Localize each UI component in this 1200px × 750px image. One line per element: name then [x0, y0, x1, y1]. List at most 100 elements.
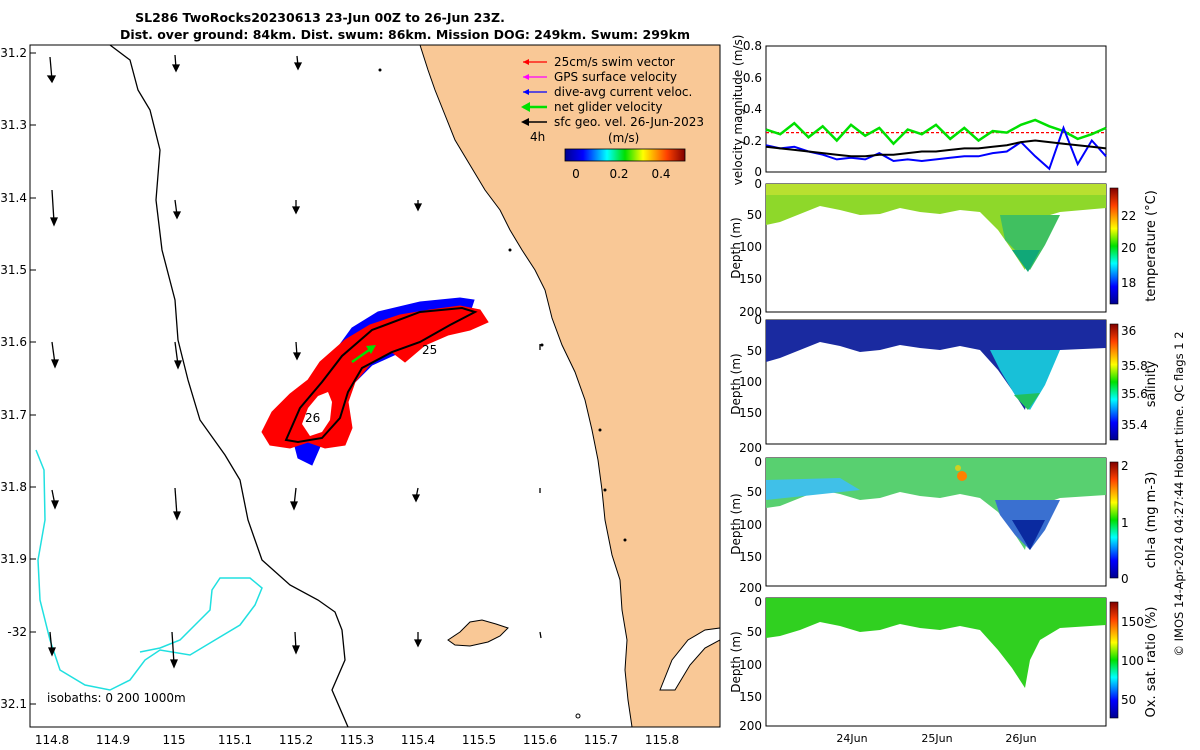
svg-text:50: 50 [747, 344, 762, 358]
svg-text:31.5: 31.5 [0, 263, 27, 277]
legend-net-glider: net glider velocity [554, 100, 662, 114]
day-label-26: 26 [305, 411, 320, 425]
svg-text:50: 50 [1121, 693, 1136, 707]
svg-text:200: 200 [739, 305, 762, 319]
svg-text:150: 150 [739, 550, 762, 564]
svg-text:20: 20 [1121, 241, 1136, 255]
svg-text:31.2: 31.2 [0, 46, 27, 60]
svg-text:35.8: 35.8 [1121, 359, 1148, 373]
map-xtick-labels: 114.8 114.9 115 115.1 115.2 115.3 115.4 … [35, 733, 679, 747]
figure-title-line1: SL286 TwoRocks20230613 23-Jun 00Z to 26-… [135, 10, 505, 25]
svg-text:24Jun: 24Jun [836, 732, 867, 745]
isobath-200m [35, 449, 263, 691]
map-legend: 25cm/s swim vector GPS surface velocity … [521, 55, 704, 145]
time-axis: 24Jun 25Jun 26Jun [836, 732, 1036, 745]
legend-gps-velocity: GPS surface velocity [554, 70, 677, 84]
svg-text:115.4: 115.4 [401, 733, 435, 747]
isobaths-label: isobaths: 0 200 1000m [47, 691, 186, 705]
land-area [419, 44, 721, 728]
map-colorbar: 0 0.2 0.4 [564, 148, 686, 181]
isobath-1000m [109, 44, 349, 728]
svg-text:-32: -32 [7, 625, 27, 639]
legend-dive-avg: dive-avg current veloc. [554, 85, 692, 99]
series-line-net-glider-velocity [765, 118, 1107, 146]
svg-text:temperature (°C): temperature (°C) [1144, 190, 1159, 302]
svg-text:0: 0 [754, 313, 762, 327]
svg-text:chl-a (mg m-3): chl-a (mg m-3) [1144, 472, 1159, 569]
copyright-note: © IMOS 14-Apr-2024 04:27:44 Hobart time.… [1172, 331, 1186, 656]
svg-text:150: 150 [739, 272, 762, 286]
svg-text:114.8: 114.8 [35, 733, 69, 747]
svg-text:114.9: 114.9 [96, 733, 130, 747]
svg-text:50: 50 [747, 625, 762, 639]
svg-text:200: 200 [739, 719, 762, 733]
svg-text:0: 0 [572, 167, 580, 181]
temperature-section [765, 183, 1119, 313]
svg-text:Ox. sat. ratio (%): Ox. sat. ratio (%) [1144, 607, 1159, 718]
svg-text:100: 100 [739, 518, 762, 532]
island [447, 619, 509, 647]
svg-text:Depth (m): Depth (m) [729, 217, 743, 278]
chla-section [765, 457, 1119, 587]
svg-text:Depth (m): Depth (m) [729, 493, 743, 554]
legend-swim-vector: 25cm/s swim vector [554, 55, 675, 69]
svg-text:0.8: 0.8 [743, 39, 762, 53]
svg-text:0.4: 0.4 [651, 167, 670, 181]
svg-text:31.7: 31.7 [0, 408, 27, 422]
timeseries-ylabel: velocity magnitude (m/s) [731, 35, 745, 186]
section-depth-ticks: 0 50 100 150 200 0 50 100 150 200 0 50 1… [739, 177, 762, 733]
svg-text:0: 0 [754, 595, 762, 609]
oxygen-section [765, 597, 1119, 727]
svg-text:32.1: 32.1 [0, 697, 27, 711]
svg-text:0.4: 0.4 [743, 102, 762, 116]
svg-text:0.2: 0.2 [609, 167, 628, 181]
svg-text:115.3: 115.3 [340, 733, 374, 747]
svg-text:0: 0 [754, 455, 762, 469]
svg-text:0: 0 [1121, 572, 1129, 586]
svg-text:Depth (m): Depth (m) [729, 353, 743, 414]
svg-text:25Jun: 25Jun [921, 732, 952, 745]
svg-text:115.2: 115.2 [279, 733, 313, 747]
velocity-timeseries-panel: 0 0.2 0.4 0.6 0.8 velocity magnitude (m/… [731, 35, 1107, 186]
legend-sfc-geo: sfc geo. vel. 26-Jun-2023 [554, 115, 704, 129]
map-yaxis [30, 52, 36, 705]
section-colorbar-labels: temperature (°C) salinity chl-a (mg m-3)… [1144, 190, 1186, 717]
svg-text:Depth (m): Depth (m) [729, 631, 743, 692]
svg-text:31.4: 31.4 [0, 191, 27, 205]
svg-text:150: 150 [1121, 615, 1144, 629]
svg-text:31.9: 31.9 [0, 552, 27, 566]
series-line-dive-avg-current-veloc- [765, 125, 1107, 171]
svg-text:36: 36 [1121, 324, 1136, 338]
svg-text:100: 100 [739, 375, 762, 389]
svg-text:115.1: 115.1 [218, 733, 252, 747]
svg-text:1: 1 [1121, 516, 1129, 530]
glider-track [284, 306, 478, 444]
svg-text:115.5: 115.5 [462, 733, 496, 747]
svg-text:50: 50 [747, 485, 762, 499]
svg-text:115: 115 [163, 733, 186, 747]
svg-text:18: 18 [1121, 276, 1136, 290]
svg-text:200: 200 [739, 581, 762, 595]
figure-title-line2: Dist. over ground: 84km. Dist. swum: 86k… [120, 27, 690, 42]
section-ylabels: Depth (m) Depth (m) Depth (m) Depth (m) [729, 217, 743, 692]
svg-text:salinity: salinity [1144, 360, 1159, 407]
svg-text:35.6: 35.6 [1121, 387, 1148, 401]
svg-text:100: 100 [1121, 654, 1144, 668]
svg-text:2: 2 [1121, 459, 1129, 473]
svg-text:50: 50 [747, 208, 762, 222]
svg-text:0: 0 [754, 177, 762, 191]
day-label-25: 25 [422, 343, 437, 357]
svg-text:100: 100 [739, 658, 762, 672]
geo-velocity-arrows [46, 54, 542, 669]
svg-text:26Jun: 26Jun [1005, 732, 1036, 745]
svg-text:150: 150 [739, 406, 762, 420]
svg-text:115.6: 115.6 [523, 733, 557, 747]
section-colorbar-ticks: 22 20 18 36 35.8 35.6 35.4 2 1 0 150 100… [1121, 209, 1148, 707]
series-line-sfc-geo-vel- [765, 139, 1107, 158]
map-ytick-labels: 31.2 31.3 31.4 31.5 31.6 31.7 31.8 31.9 … [0, 46, 27, 711]
svg-text:35.4: 35.4 [1121, 418, 1148, 432]
svg-text:31.8: 31.8 [0, 480, 27, 494]
svg-text:0: 0 [754, 165, 762, 179]
salinity-section [765, 319, 1119, 445]
